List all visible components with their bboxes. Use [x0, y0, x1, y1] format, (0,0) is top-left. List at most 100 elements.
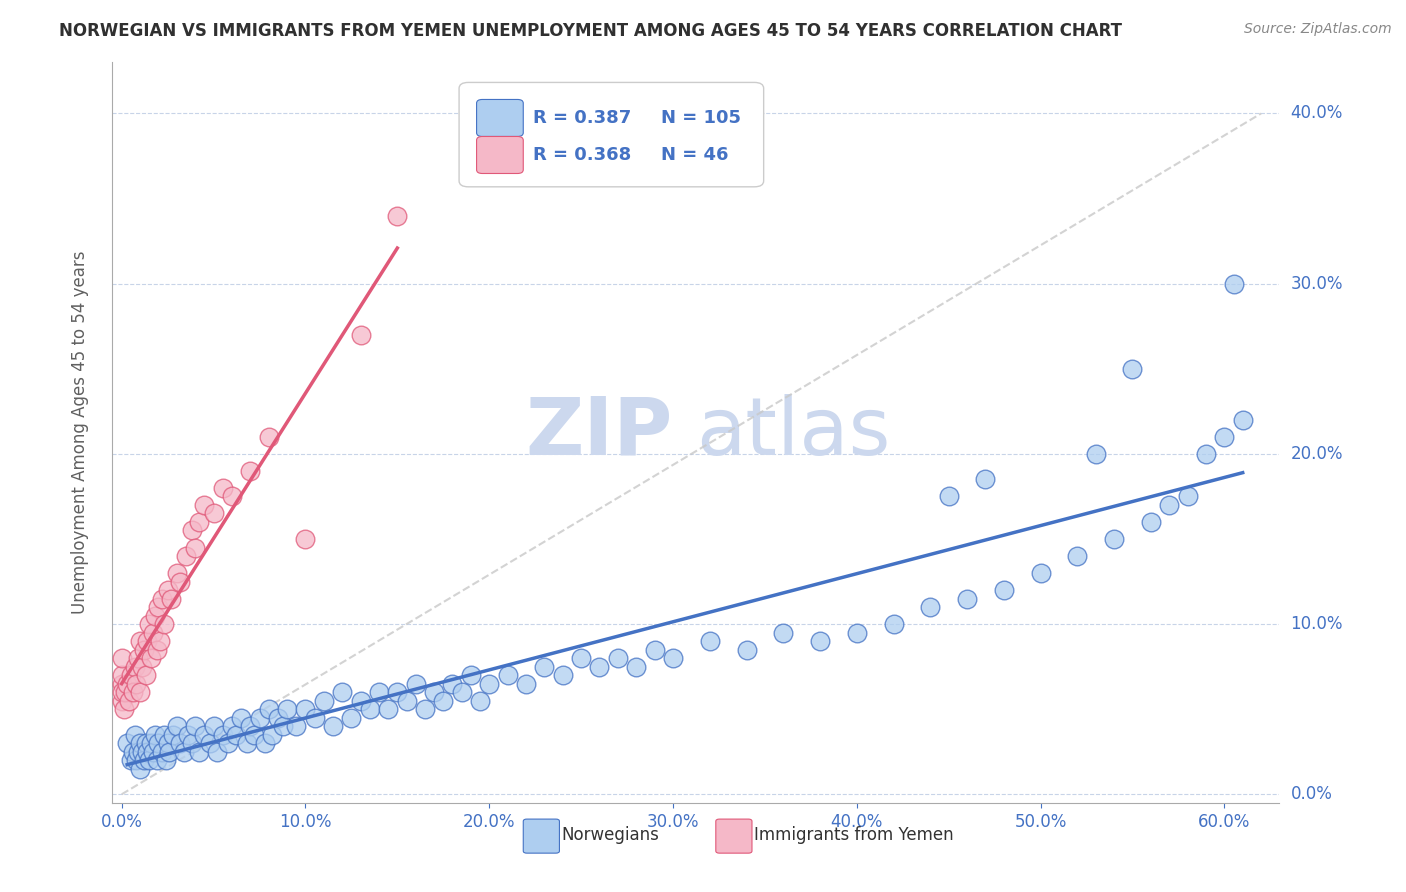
- Point: [349, 694, 371, 708]
- Point: [184, 719, 207, 733]
- Point: [115, 676, 138, 690]
- Point: [207, 745, 229, 759]
- Point: [229, 711, 252, 725]
- Point: [569, 651, 592, 665]
- Point: [1140, 515, 1163, 529]
- Text: 0.0%: 0.0%: [1291, 785, 1333, 804]
- Point: [156, 582, 179, 597]
- Point: [174, 549, 197, 563]
- Point: [148, 736, 170, 750]
- Point: [155, 753, 177, 767]
- Point: [112, 702, 135, 716]
- Point: [145, 642, 167, 657]
- Point: [150, 745, 173, 759]
- Point: [138, 617, 160, 632]
- Point: [166, 719, 188, 733]
- Point: [149, 634, 172, 648]
- Point: [138, 753, 160, 767]
- Point: [127, 651, 149, 665]
- Point: [1029, 566, 1052, 580]
- Point: [239, 719, 262, 733]
- Point: [387, 685, 409, 699]
- Point: [1222, 277, 1244, 291]
- Point: [662, 651, 685, 665]
- Text: Immigrants from Yemen: Immigrants from Yemen: [755, 826, 953, 845]
- Point: [129, 634, 152, 648]
- Point: [129, 685, 152, 699]
- Point: [993, 582, 1015, 597]
- Point: [294, 532, 316, 546]
- Point: [340, 711, 363, 725]
- Text: atlas: atlas: [696, 393, 890, 472]
- Point: [253, 736, 276, 750]
- Text: Norwegians: Norwegians: [562, 826, 659, 845]
- Point: [131, 659, 153, 673]
- Point: [177, 728, 200, 742]
- Point: [312, 694, 335, 708]
- Point: [1084, 447, 1107, 461]
- Point: [211, 481, 233, 495]
- Point: [131, 745, 153, 759]
- Point: [111, 676, 134, 690]
- Point: [1066, 549, 1088, 563]
- Point: [120, 753, 142, 767]
- Point: [626, 659, 648, 673]
- Point: [129, 736, 152, 750]
- Point: [120, 668, 142, 682]
- Point: [159, 745, 181, 759]
- Point: [125, 753, 148, 767]
- Point: [115, 736, 138, 750]
- Point: [413, 702, 436, 716]
- Point: [136, 634, 159, 648]
- Point: [187, 515, 209, 529]
- Point: [180, 524, 202, 538]
- Point: [125, 676, 148, 690]
- Point: [221, 719, 243, 733]
- Point: [139, 736, 162, 750]
- Point: [139, 651, 162, 665]
- Point: [173, 745, 195, 759]
- Point: [166, 566, 188, 580]
- Point: [121, 745, 143, 759]
- Point: [1121, 361, 1143, 376]
- Point: [145, 753, 167, 767]
- Point: [184, 541, 207, 555]
- Y-axis label: Unemployment Among Ages 45 to 54 years: Unemployment Among Ages 45 to 54 years: [70, 251, 89, 615]
- Point: [349, 327, 371, 342]
- Point: [845, 625, 868, 640]
- Point: [588, 659, 610, 673]
- FancyBboxPatch shape: [523, 819, 560, 853]
- Point: [808, 634, 831, 648]
- Point: [395, 694, 418, 708]
- Point: [136, 745, 159, 759]
- Point: [111, 694, 134, 708]
- Point: [267, 711, 290, 725]
- Point: [304, 711, 326, 725]
- Point: [1213, 430, 1236, 444]
- Point: [450, 685, 472, 699]
- Point: [127, 745, 149, 759]
- Point: [111, 668, 134, 682]
- Point: [478, 676, 501, 690]
- Point: [772, 625, 794, 640]
- Point: [699, 634, 721, 648]
- Point: [142, 625, 165, 640]
- Point: [169, 574, 191, 589]
- Point: [124, 728, 146, 742]
- Point: [169, 736, 191, 750]
- Point: [150, 591, 173, 606]
- Text: NORWEGIAN VS IMMIGRANTS FROM YEMEN UNEMPLOYMENT AMONG AGES 45 TO 54 YEARS CORREL: NORWEGIAN VS IMMIGRANTS FROM YEMEN UNEMP…: [59, 22, 1122, 40]
- Point: [515, 676, 537, 690]
- Point: [460, 668, 482, 682]
- Point: [262, 728, 284, 742]
- Point: [377, 702, 399, 716]
- Point: [118, 694, 141, 708]
- Point: [257, 430, 280, 444]
- Point: [920, 600, 942, 615]
- Point: [257, 702, 280, 716]
- Point: [198, 736, 221, 750]
- Point: [468, 694, 491, 708]
- Text: 30.0%: 30.0%: [1291, 275, 1343, 293]
- Point: [644, 642, 666, 657]
- Point: [121, 685, 143, 699]
